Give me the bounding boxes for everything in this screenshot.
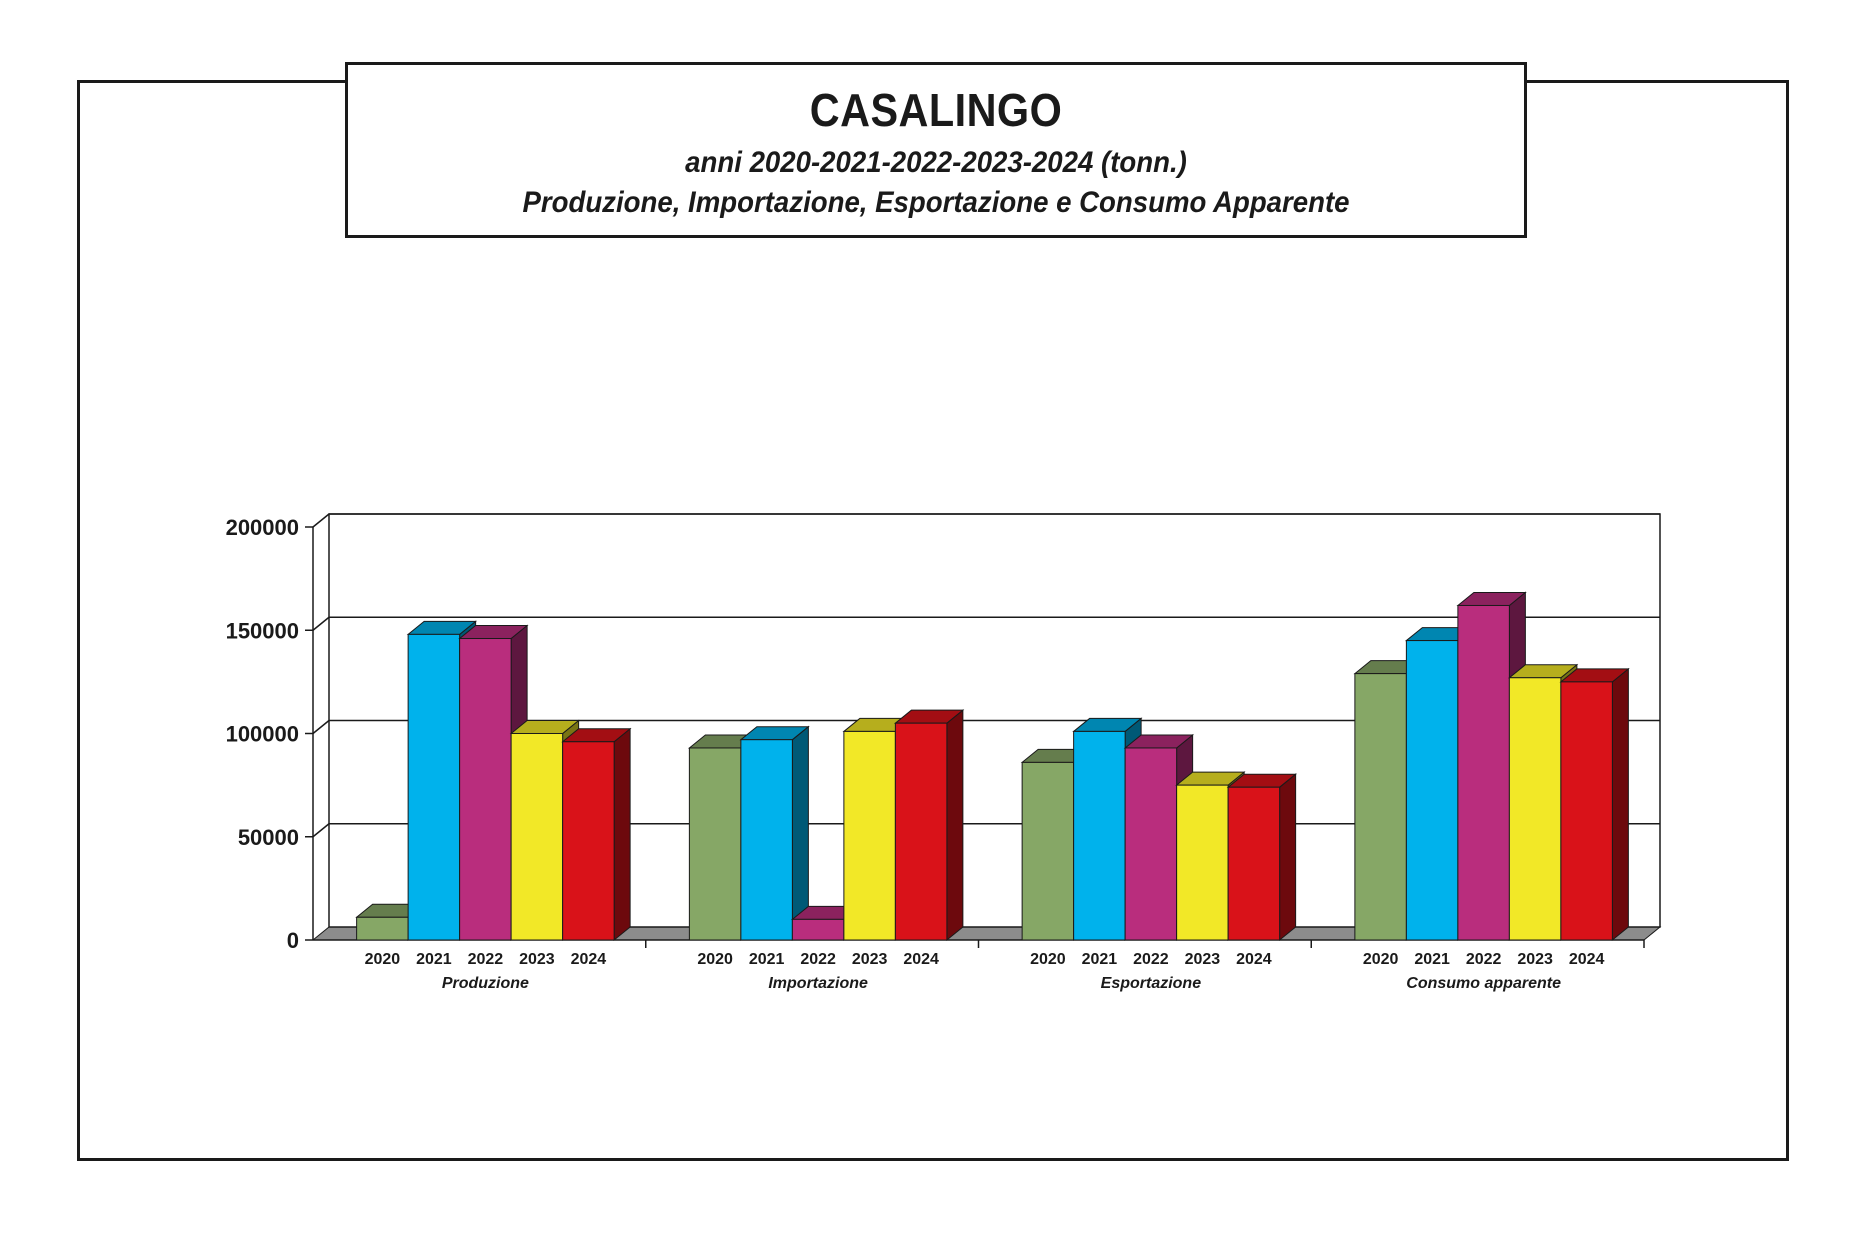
chart-subtitle-years: anni 2020-2021-2022-2023-2024 (tonn.) — [685, 146, 1187, 179]
bar-consumo-apparente-2023 — [1508, 677, 1562, 941]
x-tick-label-year: 2020 — [697, 951, 733, 968]
bar-importazione-2022 — [791, 918, 845, 941]
bar-produzione-2020 — [356, 916, 409, 941]
bar-esportazione-2022 — [1124, 747, 1178, 941]
bar-side-importazione-2024 — [946, 709, 964, 942]
bar-consumo-apparente-2021 — [1405, 640, 1459, 941]
bar-esportazione-2023 — [1176, 784, 1229, 941]
x-category-label: Importazione — [768, 975, 868, 992]
x-tick-label-year: 2022 — [468, 951, 504, 968]
x-tick-label-year: 2020 — [365, 951, 401, 968]
x-category-label: Consumo apparente — [1406, 975, 1561, 992]
x-tick-label-year: 2021 — [1082, 951, 1118, 968]
bar-consumo-apparente-2024 — [1560, 681, 1613, 941]
x-tick-label-year: 2024 — [571, 951, 607, 968]
x-tick-label-year: 2024 — [1236, 951, 1272, 968]
y-axis-tick-labels: 0 50000 100000 150000 200000 — [226, 515, 299, 953]
x-tick-label-year: 2022 — [1133, 951, 1169, 968]
gridline-side — [312, 719, 330, 735]
gridline-side — [312, 616, 330, 631]
y-tick-label: 150000 — [226, 618, 299, 643]
bar-importazione-2021 — [740, 739, 793, 941]
bar-side-consumo-apparente-2024 — [1611, 667, 1629, 942]
gridline-side — [312, 823, 330, 838]
x-tick-label-year: 2024 — [903, 951, 939, 968]
bar-esportazione-2021 — [1073, 730, 1126, 941]
bar-importazione-2024 — [894, 722, 948, 941]
x-tick-label-year: 2023 — [519, 951, 555, 968]
x-tick-label-year: 2023 — [852, 951, 888, 968]
x-tick-label-year: 2021 — [749, 951, 785, 968]
y-tick-label: 100000 — [226, 722, 299, 747]
bar-importazione-2020 — [688, 747, 742, 941]
title-box: CASALINGO anni 2020-2021-2022-2023-2024 … — [345, 62, 1527, 238]
x-category-label: Esportazione — [1101, 975, 1202, 992]
x-tick-label-year: 2020 — [1363, 951, 1399, 968]
x-tick-label-year: 2022 — [800, 951, 836, 968]
y-tick-label: 0 — [287, 928, 299, 953]
x-tick-label-year: 2024 — [1569, 951, 1605, 968]
bar-produzione-2023 — [510, 733, 564, 941]
chart-bars — [355, 591, 1630, 942]
y-tick-label: 50000 — [238, 825, 299, 850]
bar-produzione-2022 — [459, 638, 512, 941]
x-tick-label-year: 2023 — [1517, 951, 1553, 968]
bar-produzione-2021 — [407, 633, 461, 941]
chart-title: CASALINGO — [809, 84, 1063, 136]
bar-consumo-apparente-2022 — [1457, 604, 1510, 941]
x-tick-label-year: 2021 — [1414, 951, 1450, 968]
bar-produzione-2024 — [562, 741, 615, 941]
x-tick-label-year: 2020 — [1030, 951, 1066, 968]
x-tick-label-year: 2022 — [1466, 951, 1502, 968]
bar-consumo-apparente-2020 — [1354, 673, 1407, 941]
bar-side-produzione-2024 — [613, 727, 631, 942]
bar-esportazione-2020 — [1021, 761, 1075, 941]
x-tick-label-year: 2021 — [416, 951, 452, 968]
x-axis-tick-labels: 2020 2021 2022 2023 2024 Produzione 2020 2021 20… — [365, 951, 1605, 992]
y-tick-label: 200000 — [226, 515, 299, 540]
bar-side-esportazione-2024 — [1279, 773, 1297, 942]
bar-importazione-2023 — [843, 730, 896, 941]
x-tick-label-year: 2023 — [1185, 951, 1221, 968]
bar-esportazione-2024 — [1227, 786, 1281, 941]
x-category-label: Produzione — [442, 975, 529, 992]
chart-subtitle-measures: Produzione, Importazione, Esportazione e… — [522, 186, 1350, 219]
gridline-side — [312, 513, 330, 528]
